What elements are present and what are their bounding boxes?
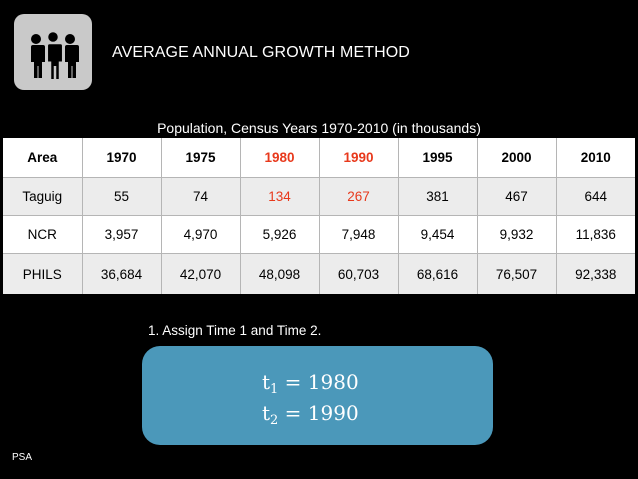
column-header: 2010 xyxy=(556,138,635,178)
slide-title: AVERAGE ANNUAL GROWTH METHOD xyxy=(112,44,410,61)
t2-subscript: 2 xyxy=(270,413,279,428)
table-cell: 7,948 xyxy=(319,215,399,254)
column-header: 1995 xyxy=(398,138,478,178)
table-cell-highlighted: 134 xyxy=(240,177,320,216)
table-cell: 11,836 xyxy=(556,215,635,254)
table-cell: 42,070 xyxy=(161,253,241,294)
table-cell: NCR xyxy=(3,215,83,254)
formula-box: t1 = 1980 t2 = 1990 xyxy=(142,346,493,445)
table-cell: 381 xyxy=(398,177,478,216)
table-cell: 36,684 xyxy=(82,253,162,294)
table-row-phils: PHILS 36,684 42,070 48,098 60,703 68,616… xyxy=(3,253,635,294)
column-header: 1970 xyxy=(82,138,162,178)
logo-tile xyxy=(14,14,92,90)
t1-subscript: 1 xyxy=(270,382,279,397)
table-cell-highlighted: 267 xyxy=(319,177,399,216)
table-cell: Taguig xyxy=(3,177,83,216)
table-cell: 55 xyxy=(82,177,162,216)
step-instruction: 1. Assign Time 1 and Time 2. xyxy=(148,323,322,338)
column-header: 1975 xyxy=(161,138,241,178)
population-table: Area 1970 1975 1980 1990 1995 2000 2010 … xyxy=(3,138,635,294)
table-cell: 68,616 xyxy=(398,253,478,294)
table-cell: 5,926 xyxy=(240,215,320,254)
table-cell: 60,703 xyxy=(319,253,399,294)
table-header-row: Area 1970 1975 1980 1990 1995 2000 2010 xyxy=(3,138,635,178)
table-cell: 9,454 xyxy=(398,215,478,254)
table-cell: PHILS xyxy=(3,253,83,294)
time2-formula: t2 = 1990 xyxy=(262,401,359,428)
column-header-highlighted: 1980 xyxy=(240,138,320,178)
source-label: PSA xyxy=(12,452,33,463)
table-cell: 9,932 xyxy=(477,215,557,254)
table-caption: Population, Census Years 1970-2010 (in t… xyxy=(157,120,481,136)
table-row-ncr: NCR 3,957 4,970 5,926 7,948 9,454 9,932 … xyxy=(3,215,635,254)
t1-symbol: t xyxy=(262,370,271,394)
table-cell: 4,970 xyxy=(161,215,241,254)
table-cell: 3,957 xyxy=(82,215,162,254)
table-cell: 76,507 xyxy=(477,253,557,294)
table-cell: 644 xyxy=(556,177,635,216)
t2-symbol: t xyxy=(262,401,271,425)
column-header: Area xyxy=(3,138,83,178)
table-cell: 74 xyxy=(161,177,241,216)
time1-formula: t1 = 1980 xyxy=(262,370,359,397)
table-cell: 92,338 xyxy=(556,253,635,294)
t2-value: = 1990 xyxy=(278,401,359,425)
column-header: 2000 xyxy=(477,138,557,178)
table-row-taguig: Taguig 55 74 134 267 381 467 644 xyxy=(3,177,635,216)
people-group-icon xyxy=(29,30,79,81)
table-cell: 48,098 xyxy=(240,253,320,294)
column-header-highlighted: 1990 xyxy=(319,138,399,178)
table-cell: 467 xyxy=(477,177,557,216)
t1-value: = 1980 xyxy=(278,370,359,394)
